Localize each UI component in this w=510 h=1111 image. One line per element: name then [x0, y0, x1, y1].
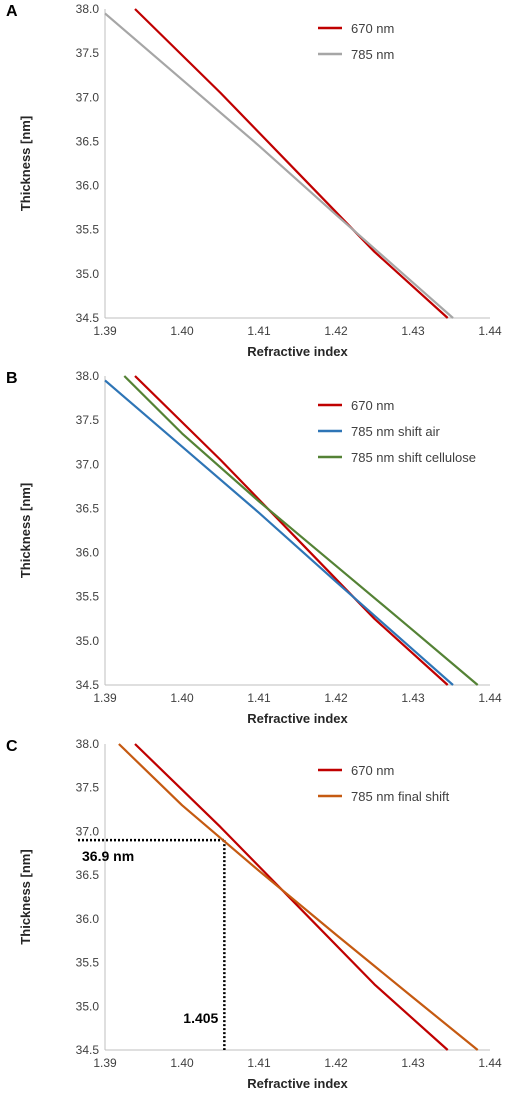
y-tick-label: 37.5 [76, 413, 100, 427]
y-tick-label: 34.5 [76, 678, 100, 692]
legend-entry: 670 nm [351, 21, 394, 36]
series-line-0 [134, 8, 449, 319]
y-tick-label: 37.0 [76, 824, 100, 838]
panel-label: C [6, 738, 18, 755]
x-tick-label: 1.40 [170, 691, 194, 705]
x-tick-label: 1.40 [170, 324, 194, 338]
legend-entry: 785 nm [351, 47, 394, 62]
y-tick-label: 38.0 [76, 737, 100, 751]
x-tick-label: 1.41 [247, 324, 271, 338]
chart-panel-b: B 34.5 35.0 35.5 36.0 36.5 37.0 37.5 38.0 1.39 1.4… [6, 369, 502, 726]
y-tick-label: 37.0 [76, 90, 100, 104]
y-tick-label: 35.0 [76, 634, 100, 648]
annotation-label: 36.9 nm [82, 848, 134, 864]
series-line-1 [104, 12, 454, 319]
y-tick-label: 36.5 [76, 868, 100, 882]
legend-entry: 785 nm shift air [351, 424, 441, 439]
y-tick-label: 37.5 [76, 46, 100, 60]
x-axis-label: Refractive index [247, 344, 348, 359]
x-tick-label: 1.42 [324, 691, 348, 705]
y-tick-label: 35.5 [76, 590, 100, 604]
x-tick-label: 1.44 [478, 691, 502, 705]
x-axis-label: Refractive index [247, 711, 348, 726]
y-tick-label: 37.5 [76, 781, 100, 795]
x-tick-label: 1.43 [401, 1056, 425, 1070]
x-tick-label: 1.41 [247, 1056, 271, 1070]
y-tick-label: 38.0 [76, 369, 100, 383]
series-line-2 [123, 375, 479, 686]
x-tick-label: 1.42 [324, 324, 348, 338]
legend-entry: 670 nm [351, 763, 394, 778]
x-tick-label: 1.43 [401, 324, 425, 338]
y-tick-label: 36.5 [76, 134, 100, 148]
series-line-0 [134, 743, 449, 1051]
x-tick-label: 1.39 [93, 324, 117, 338]
panel-label: B [6, 370, 18, 387]
x-tick-label: 1.40 [170, 1056, 194, 1070]
chart-panel-c: C 34.5 35.0 35.5 36.0 36.5 37.0 37.5 38.0 1.39 1.4… [6, 737, 502, 1091]
legend-entry: 670 nm [351, 398, 394, 413]
chart-panel-a: A 34.5 35.0 35.5 36.0 36.5 37.0 37.5 38.0 1.39 1.4… [6, 2, 502, 359]
x-tick-label: 1.43 [401, 691, 425, 705]
y-axis-label: Thickness [nm] [18, 116, 33, 211]
annotation-label: 1.405 [183, 1010, 218, 1026]
y-tick-label: 38.0 [76, 2, 100, 16]
y-tick-label: 35.5 [76, 956, 100, 970]
series-line-1 [118, 743, 479, 1051]
y-axis-label: Thickness [nm] [18, 483, 33, 578]
x-tick-label: 1.44 [478, 1056, 502, 1070]
y-tick-label: 36.0 [76, 546, 100, 560]
x-tick-label: 1.39 [93, 1056, 117, 1070]
y-tick-label: 36.0 [76, 912, 100, 926]
y-axis-label: Thickness [nm] [18, 849, 33, 944]
x-tick-label: 1.44 [478, 324, 502, 338]
x-axis-label: Refractive index [247, 1076, 348, 1091]
y-tick-label: 35.0 [76, 999, 100, 1013]
y-tick-label: 37.0 [76, 457, 100, 471]
y-tick-label: 36.5 [76, 501, 100, 515]
x-tick-label: 1.41 [247, 691, 271, 705]
legend-entry: 785 nm shift cellulose [351, 450, 476, 465]
x-tick-label: 1.42 [324, 1056, 348, 1070]
legend-entry: 785 nm final shift [351, 789, 450, 804]
y-tick-label: 34.5 [76, 1043, 100, 1057]
series-line-0 [134, 375, 449, 686]
y-tick-label: 35.5 [76, 223, 100, 237]
series-line-1 [104, 379, 454, 686]
y-tick-label: 36.0 [76, 179, 100, 193]
y-tick-label: 34.5 [76, 311, 100, 325]
x-tick-label: 1.39 [93, 691, 117, 705]
y-tick-label: 35.0 [76, 267, 100, 281]
panel-label: A [6, 3, 18, 20]
